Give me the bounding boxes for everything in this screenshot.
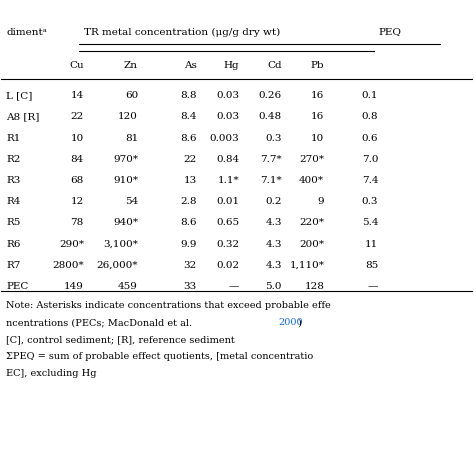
Text: ncentrations (PECs; MacDonald et al.: ncentrations (PECs; MacDonald et al.: [6, 318, 195, 327]
Text: Note: Asterisks indicate concentrations that exceed probable effe: Note: Asterisks indicate concentrations …: [6, 301, 331, 310]
Text: Cu: Cu: [69, 61, 84, 70]
Text: 7.7*: 7.7*: [260, 155, 282, 164]
Text: R7: R7: [6, 261, 20, 270]
Text: 0.26: 0.26: [259, 91, 282, 100]
Text: 8.6: 8.6: [181, 134, 197, 143]
Text: PEC: PEC: [6, 282, 28, 291]
Text: 0.01: 0.01: [216, 197, 239, 206]
Text: 10: 10: [311, 134, 324, 143]
Text: dimentᵃ: dimentᵃ: [6, 27, 47, 36]
Text: 0.48: 0.48: [259, 112, 282, 121]
Text: 0.65: 0.65: [216, 219, 239, 228]
Text: 910*: 910*: [113, 176, 138, 185]
Text: 0.6: 0.6: [362, 134, 378, 143]
Text: 970*: 970*: [113, 155, 138, 164]
Text: 78: 78: [71, 219, 84, 228]
Text: 32: 32: [184, 261, 197, 270]
Text: 0.84: 0.84: [216, 155, 239, 164]
Text: 12: 12: [71, 197, 84, 206]
Text: EC], excluding Hg: EC], excluding Hg: [6, 369, 97, 378]
Text: 2.8: 2.8: [181, 197, 197, 206]
Text: —: —: [229, 282, 239, 291]
Text: 1.1*: 1.1*: [218, 176, 239, 185]
Text: 4.3: 4.3: [265, 219, 282, 228]
Text: 0.1: 0.1: [362, 91, 378, 100]
Text: PEQ: PEQ: [378, 27, 401, 36]
Text: Zn: Zn: [124, 61, 138, 70]
Text: 459: 459: [118, 282, 138, 291]
Text: 0.003: 0.003: [210, 134, 239, 143]
Text: R6: R6: [6, 239, 20, 248]
Text: R4: R4: [6, 197, 20, 206]
Text: L [C]: L [C]: [6, 91, 33, 100]
Text: 0.8: 0.8: [362, 112, 378, 121]
Text: 85: 85: [365, 261, 378, 270]
Text: 8.6: 8.6: [181, 219, 197, 228]
Text: 60: 60: [125, 91, 138, 100]
Text: 81: 81: [125, 134, 138, 143]
Text: 16: 16: [311, 112, 324, 121]
Text: 7.4: 7.4: [362, 176, 378, 185]
Text: 2800*: 2800*: [52, 261, 84, 270]
Text: 400*: 400*: [299, 176, 324, 185]
Text: Cd: Cd: [267, 61, 282, 70]
Text: 5.4: 5.4: [362, 219, 378, 228]
Text: 0.02: 0.02: [216, 261, 239, 270]
Text: 940*: 940*: [113, 219, 138, 228]
Text: R1: R1: [6, 134, 20, 143]
Text: 2000: 2000: [278, 318, 303, 327]
Text: 68: 68: [71, 176, 84, 185]
Text: ΣPEQ = sum of probable effect quotients, [metal concentratio: ΣPEQ = sum of probable effect quotients,…: [6, 352, 313, 361]
Text: 0.03: 0.03: [216, 112, 239, 121]
Text: 5.0: 5.0: [265, 282, 282, 291]
Text: 220*: 220*: [299, 219, 324, 228]
Text: 10: 10: [71, 134, 84, 143]
Text: Pb: Pb: [310, 61, 324, 70]
Text: 9: 9: [318, 197, 324, 206]
Text: 7.1*: 7.1*: [260, 176, 282, 185]
Text: 8.4: 8.4: [181, 112, 197, 121]
Text: 270*: 270*: [299, 155, 324, 164]
Text: 128: 128: [304, 282, 324, 291]
Text: R3: R3: [6, 176, 20, 185]
Text: 149: 149: [64, 282, 84, 291]
Text: 0.32: 0.32: [216, 239, 239, 248]
Text: 26,000*: 26,000*: [97, 261, 138, 270]
Text: 33: 33: [184, 282, 197, 291]
Text: 84: 84: [71, 155, 84, 164]
Text: 1,110*: 1,110*: [289, 261, 324, 270]
Text: 8.8: 8.8: [181, 91, 197, 100]
Text: 3,100*: 3,100*: [103, 239, 138, 248]
Text: 0.3: 0.3: [265, 134, 282, 143]
Text: 0.03: 0.03: [216, 91, 239, 100]
Text: 22: 22: [184, 155, 197, 164]
Text: 22: 22: [71, 112, 84, 121]
Text: [C], control sediment; [R], reference sediment: [C], control sediment; [R], reference se…: [6, 335, 235, 344]
Text: 0.3: 0.3: [362, 197, 378, 206]
Text: R2: R2: [6, 155, 20, 164]
Text: 0.2: 0.2: [265, 197, 282, 206]
Text: 16: 16: [311, 91, 324, 100]
Text: R5: R5: [6, 219, 20, 228]
Text: 13: 13: [184, 176, 197, 185]
Text: 54: 54: [125, 197, 138, 206]
Text: 11: 11: [365, 239, 378, 248]
Text: 120: 120: [118, 112, 138, 121]
Text: 290*: 290*: [59, 239, 84, 248]
Text: 4.3: 4.3: [265, 239, 282, 248]
Text: 14: 14: [71, 91, 84, 100]
Text: TR metal concentration (μg/g dry wt): TR metal concentration (μg/g dry wt): [84, 27, 280, 36]
Text: A8 [R]: A8 [R]: [6, 112, 39, 121]
Text: 200*: 200*: [299, 239, 324, 248]
Text: —: —: [368, 282, 378, 291]
Text: Hg: Hg: [224, 61, 239, 70]
Text: 9.9: 9.9: [181, 239, 197, 248]
Text: 4.3: 4.3: [265, 261, 282, 270]
Text: ): ): [297, 318, 301, 327]
Text: As: As: [184, 61, 197, 70]
Text: 7.0: 7.0: [362, 155, 378, 164]
